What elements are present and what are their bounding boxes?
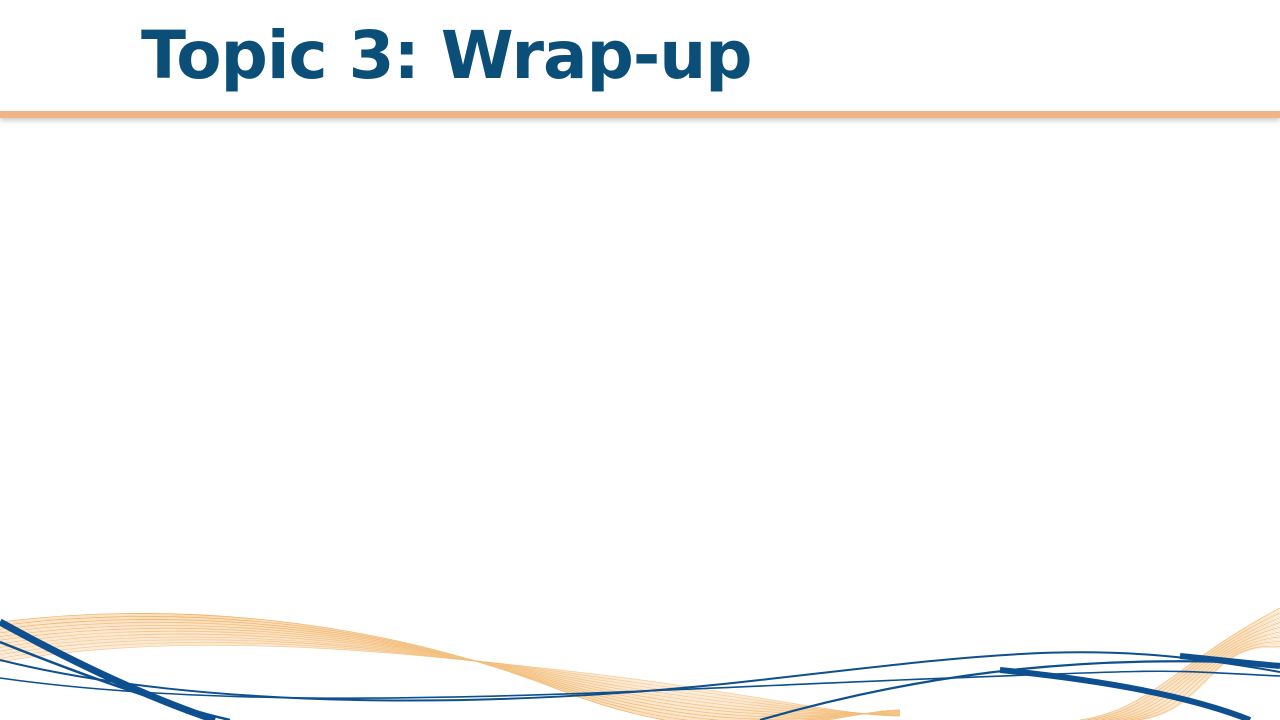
title-divider: [0, 111, 1280, 118]
orange-wave-line: [0, 640, 900, 715]
blue-wave-line: [0, 652, 1280, 700]
slide-title: Topic 3: Wrap-up: [141, 14, 751, 98]
orange-wave-lines-left: [0, 613, 900, 720]
decorative-wave-graphic: [0, 560, 1280, 720]
orange-wave-line: [0, 621, 900, 720]
blue-wave-line: [0, 671, 1280, 698]
